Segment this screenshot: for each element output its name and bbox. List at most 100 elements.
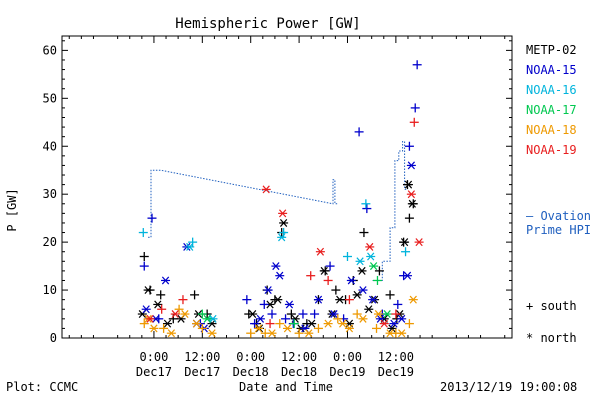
north-point — [373, 310, 383, 319]
north-point — [282, 324, 292, 333]
north-point — [313, 295, 323, 304]
south-point — [265, 319, 275, 329]
y-tick-label: 10 — [43, 283, 57, 297]
plot-frame — [61, 35, 513, 339]
north-point — [397, 329, 407, 338]
south-point — [354, 127, 364, 137]
north-point — [263, 286, 273, 295]
north-point — [382, 310, 392, 319]
north-point — [355, 257, 365, 266]
north-point — [414, 238, 424, 247]
south-point — [409, 117, 419, 127]
x-tick-time: 0:00 — [236, 350, 265, 364]
south-point — [374, 266, 384, 276]
north-point — [170, 310, 180, 319]
north-point — [323, 319, 333, 328]
north-point — [407, 199, 417, 208]
north-point — [145, 314, 155, 323]
series-legend: METP-02 NOAA-15 NOAA-16 NOAA-17 NOAA-18 NOAA-… — [526, 43, 577, 157]
south-point — [410, 103, 420, 113]
north-point — [149, 324, 159, 333]
x-axis: 0:00Dec1712:00Dec170:00Dec1812:00Dec180:… — [68, 36, 506, 379]
north-point — [335, 295, 345, 304]
north-point — [153, 300, 163, 309]
ovation-segment — [372, 141, 408, 281]
north-point — [271, 262, 281, 271]
south-point — [147, 213, 157, 223]
y-tick-label: 60 — [43, 43, 57, 57]
x-tick-date: Dec18 — [233, 365, 269, 379]
south-point — [289, 319, 299, 329]
south-point — [281, 314, 291, 324]
y-tick-label: 40 — [43, 139, 57, 153]
north-point — [408, 295, 418, 304]
x-tick-date: Dec17 — [184, 365, 220, 379]
x-tick-date: Dec18 — [281, 365, 317, 379]
north-point — [307, 319, 317, 328]
legend-entry: NOAA-18 — [526, 123, 577, 137]
north-point — [344, 324, 354, 333]
south-point — [139, 252, 149, 262]
south-point — [333, 314, 343, 324]
x-axis-label: Date and Time — [239, 380, 333, 394]
south-point — [156, 290, 166, 300]
south-point — [344, 295, 354, 305]
north-point — [304, 329, 314, 338]
south-point — [197, 323, 207, 333]
south-point — [391, 309, 401, 319]
south-point — [298, 309, 308, 319]
north-point — [406, 161, 416, 170]
south-point — [325, 261, 335, 271]
north-point — [248, 310, 258, 319]
north-point — [253, 324, 263, 333]
y-axis: 0 10 20 30 40 50 60 — [43, 40, 512, 345]
south-point — [294, 328, 304, 338]
x-tick-time: 12:00 — [378, 350, 414, 364]
y-tick-label: 0 — [50, 331, 57, 345]
legend-entry: NOAA-15 — [526, 63, 577, 77]
x-tick-date: Dec19 — [329, 365, 365, 379]
south-point — [359, 228, 369, 238]
north-point — [358, 314, 368, 323]
x-tick-time: 12:00 — [281, 350, 317, 364]
y-tick-label: 20 — [43, 235, 57, 249]
south-point — [306, 271, 316, 281]
south-point — [157, 304, 167, 314]
south-point — [362, 204, 372, 214]
north-point — [364, 305, 374, 314]
north-point — [366, 252, 376, 261]
south-point — [188, 237, 198, 247]
south-point — [178, 295, 188, 305]
north-point — [379, 319, 389, 328]
north-point — [277, 233, 287, 242]
legend-entry: METP-02 — [526, 43, 577, 57]
x-tick-date: Dec19 — [378, 365, 414, 379]
north-point — [284, 300, 294, 309]
north-point — [406, 190, 416, 199]
x-tick-time: 0:00 — [333, 350, 362, 364]
north-point — [368, 295, 378, 304]
north-point — [255, 314, 265, 323]
north-point — [300, 324, 310, 333]
north-point — [385, 329, 395, 338]
north-point — [338, 319, 348, 328]
chart-title: Hemispheric Power [GW] — [175, 16, 360, 32]
south-point — [250, 319, 260, 329]
south-point — [372, 323, 382, 333]
south-point — [259, 299, 269, 309]
north-point — [346, 276, 356, 285]
north-marker-legend: * north — [526, 331, 577, 345]
north-point — [143, 286, 153, 295]
north-point — [180, 310, 190, 319]
north-point — [267, 329, 277, 338]
north-point — [319, 266, 329, 275]
south-point — [139, 261, 149, 271]
north-point — [166, 329, 176, 338]
south-point — [404, 141, 414, 151]
north-point — [369, 262, 379, 271]
south-point — [174, 304, 184, 314]
north-point — [192, 319, 202, 328]
south-point — [286, 309, 296, 319]
y-axis-label: P [GW] — [5, 188, 19, 231]
north-point — [290, 314, 300, 323]
